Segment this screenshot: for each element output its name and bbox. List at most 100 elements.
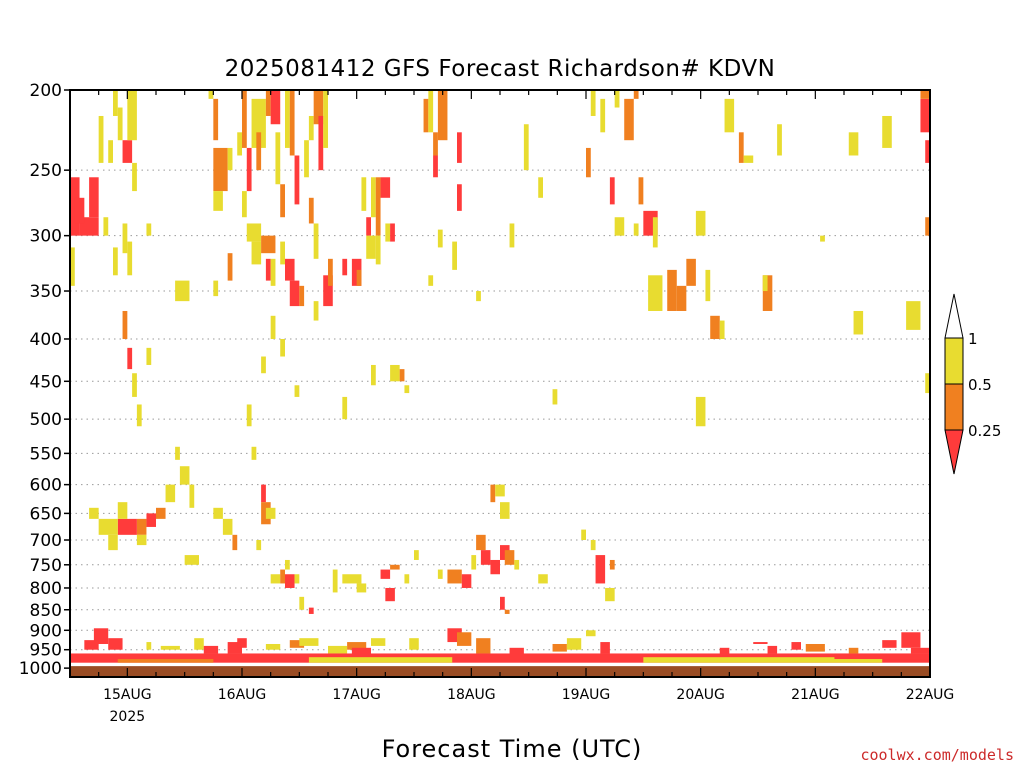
heatmap-cell xyxy=(590,540,596,551)
heatmap-cell xyxy=(356,269,362,286)
heatmap-cell xyxy=(242,90,247,148)
heatmap-cell xyxy=(600,642,610,654)
heatmap-cell xyxy=(820,235,825,242)
heatmap-cell xyxy=(695,210,706,236)
heatmap-cell xyxy=(433,132,438,156)
heatmap-cell xyxy=(743,155,754,163)
heatmap-cell xyxy=(289,640,305,648)
heatmap-cell xyxy=(428,275,434,286)
heatmap-cell xyxy=(509,647,524,656)
heatmap-cell xyxy=(342,258,348,276)
heatmap-cell xyxy=(595,555,606,584)
heatmap-cell xyxy=(500,596,505,610)
y-axis: 200 250 300 350 400 450 500 550 600 650 700 750 8008… xyxy=(19,81,70,679)
heatmap-cell xyxy=(452,241,457,270)
heatmap-cell xyxy=(423,98,429,133)
legend-label: 1 xyxy=(968,330,978,348)
heatmap-cell xyxy=(270,315,276,339)
heatmap-cell xyxy=(777,124,782,156)
heatmap-cell xyxy=(179,466,190,485)
x-axis-label: Forecast Time (UTC) xyxy=(382,735,643,763)
heatmap-cell xyxy=(213,507,223,519)
heatmap-cell xyxy=(308,657,453,663)
heatmap-cell xyxy=(471,555,477,570)
legend-cap-top xyxy=(944,293,964,339)
x-tick-sublabel: 2025 xyxy=(110,709,146,725)
heatmap-cell xyxy=(280,184,285,218)
heatmap-cell xyxy=(633,90,639,99)
heatmap-cell xyxy=(308,115,314,141)
heatmap-cell xyxy=(848,647,859,654)
heatmap-cell xyxy=(70,653,930,663)
ground-fill xyxy=(70,666,930,677)
heatmap-cell xyxy=(457,632,472,646)
heatmap-cell xyxy=(371,364,376,386)
heatmap-cell xyxy=(906,301,921,330)
heatmap-cell xyxy=(89,177,99,218)
heatmap-cell xyxy=(347,642,367,650)
heatmap-cell xyxy=(270,90,281,125)
heatmap-cell xyxy=(132,162,137,192)
heatmap-cell xyxy=(853,310,864,335)
heatmap-cell xyxy=(294,155,300,205)
heatmap-cell xyxy=(882,115,892,148)
heatmap-cell xyxy=(289,90,295,156)
heatmap-cell xyxy=(70,247,75,286)
heatmap-cell xyxy=(375,235,381,265)
heatmap-cell xyxy=(447,569,462,584)
credit-link[interactable]: coolwx.com/models xyxy=(860,746,1014,764)
heatmap-cell xyxy=(122,223,128,254)
heatmap-cell xyxy=(160,645,180,650)
heatmap-cell xyxy=(285,90,290,148)
heatmap-cell xyxy=(294,574,300,584)
legend-label: 0.5 xyxy=(968,376,992,394)
heatmap-cell xyxy=(480,550,491,565)
y-tick-label: 500 xyxy=(30,410,62,430)
y-tick-label: 950 xyxy=(30,641,62,661)
heatmap-cell xyxy=(920,98,930,133)
x-tick-label: 16AUG xyxy=(218,687,267,703)
heatmap-cell xyxy=(213,147,228,192)
heatmap-cell xyxy=(925,140,930,163)
heatmap-cell xyxy=(433,155,438,178)
heatmap-cell xyxy=(261,235,276,254)
heatmap-cell xyxy=(304,140,309,178)
y-tick-label: 350 xyxy=(30,282,62,302)
heatmap-cell xyxy=(289,280,300,307)
heatmap-cell xyxy=(710,315,720,339)
heatmap-cell xyxy=(356,583,367,593)
y-tick-label: 200 xyxy=(30,81,62,101)
heatmap-cell xyxy=(523,124,529,171)
heatmap-cell xyxy=(476,291,481,302)
heatmap-cell xyxy=(117,502,128,519)
heatmap-cell xyxy=(251,241,262,265)
heatmap-cell xyxy=(738,132,744,163)
heatmap-cell xyxy=(213,280,219,297)
grid-lines xyxy=(70,169,930,669)
heatmap-cell xyxy=(98,518,118,535)
heatmap-cell xyxy=(270,258,276,286)
heatmap-cell xyxy=(265,90,271,116)
heatmap-cell xyxy=(132,373,137,397)
heatmap-cell xyxy=(586,147,591,178)
x-tick-label: 20AUG xyxy=(676,687,725,703)
heatmap-cell xyxy=(299,596,305,610)
heatmap-cell xyxy=(117,659,214,663)
heatmap-cell xyxy=(581,529,586,541)
heatmap-cell xyxy=(122,140,133,163)
heatmap-cell xyxy=(437,229,443,248)
heatmap-cell xyxy=(127,347,133,370)
y-tick-label: 400 xyxy=(30,330,62,350)
heatmap-cell xyxy=(328,645,348,654)
heatmap-cell xyxy=(538,177,543,198)
heatmap-cell xyxy=(246,404,252,427)
heatmap-cell xyxy=(89,507,99,519)
heatmap-cell xyxy=(256,540,262,551)
heatmap-cell xyxy=(457,132,462,163)
heatmap-cell xyxy=(146,347,152,365)
heatmap-cell xyxy=(175,280,190,302)
heatmap-cell xyxy=(404,385,410,394)
heatmap-cell xyxy=(280,338,285,357)
heatmap-cell xyxy=(308,607,314,614)
